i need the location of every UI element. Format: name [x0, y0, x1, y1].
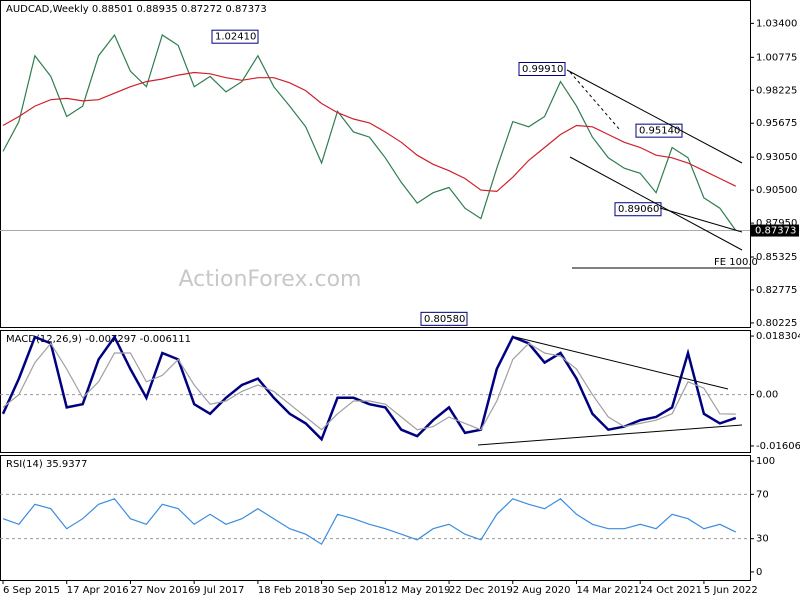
x-tick-label: 2 Aug 2020 — [513, 585, 571, 596]
y-tick-label: 0.018304 — [756, 331, 800, 342]
y-tick-label: 100 — [756, 456, 775, 467]
series-line — [2, 342, 736, 431]
trend-line — [514, 336, 729, 390]
annotation-label: FE 100.0 — [714, 257, 758, 268]
annotation-label: 0.89060 — [618, 204, 659, 215]
trend-line — [569, 156, 743, 251]
y-tick-label: 0.98225 — [756, 85, 797, 96]
x-tick-label: 24 Oct 2021 — [640, 585, 702, 596]
x-tick-label: 22 Dec 2019 — [449, 585, 513, 596]
annotation-label: 0.95140 — [639, 126, 680, 137]
y-tick-label: 0.85325 — [756, 252, 797, 263]
annotation-box — [211, 29, 259, 44]
pane-frame — [0, 455, 751, 581]
x-tick-label: 30 Sep 2018 — [322, 585, 385, 596]
series-line — [2, 498, 737, 546]
y-tick-label: 1.00775 — [756, 52, 797, 63]
x-tick-label: 6 Sep 2015 — [3, 585, 60, 596]
current-price-label: 0.87373 — [755, 226, 796, 237]
series-line — [2, 33, 737, 231]
x-tick-label: 17 Apr 2016 — [67, 585, 129, 596]
y-tick-label: -0.016064 — [756, 441, 800, 452]
trend-line — [659, 207, 743, 233]
y-tick-label: 70 — [756, 489, 769, 500]
x-tick-label: 5 Jun 2022 — [704, 585, 758, 596]
y-tick-label: 1.03400 — [756, 18, 797, 29]
y-tick-label: 0.95675 — [756, 118, 797, 129]
y-tick-label: 0.93050 — [756, 152, 797, 163]
pane-title: MACD(12,26,9) -0.007297 -0.006111 — [6, 334, 191, 345]
y-tick-label: 0.90500 — [756, 185, 797, 196]
series-line — [1, 334, 737, 442]
annotation-box — [614, 202, 662, 217]
x-tick-label: 27 Nov 2016 — [130, 585, 194, 596]
y-tick-label: 0.80225 — [756, 318, 797, 329]
annotation-label: 0.80580 — [424, 314, 465, 325]
y-tick-label: 0.82775 — [756, 285, 797, 296]
pane-title: AUDCAD,Weekly 0.88501 0.88935 0.87272 0.… — [6, 4, 267, 15]
x-tick-label: 14 Mar 2021 — [576, 585, 639, 596]
y-tick-label: 30 — [756, 534, 769, 545]
watermark: ActionForex.com — [179, 267, 362, 292]
annotation-box — [518, 62, 566, 77]
pane-title: RSI(14) 35.9377 — [6, 459, 87, 470]
pane-frame — [0, 0, 751, 328]
trend-line — [566, 69, 743, 164]
y-tick-label: 0.87950 — [756, 218, 797, 229]
x-tick-label: 12 May 2019 — [385, 585, 450, 596]
y-tick-label: 0.00 — [756, 390, 778, 401]
x-tick-label: 18 Feb 2018 — [258, 585, 320, 596]
trend-line — [477, 424, 743, 446]
y-tick-label: 0 — [756, 567, 762, 578]
annotation-label: 1.02410 — [215, 32, 256, 43]
annotation-label: 0.99910 — [522, 64, 563, 75]
annotation-box — [420, 311, 468, 326]
current-price-box — [751, 224, 799, 237]
x-tick-label: 9 Jul 2017 — [194, 585, 244, 596]
pane-frame — [0, 330, 751, 453]
series-line — [2, 71, 737, 193]
trend-line — [569, 71, 621, 131]
